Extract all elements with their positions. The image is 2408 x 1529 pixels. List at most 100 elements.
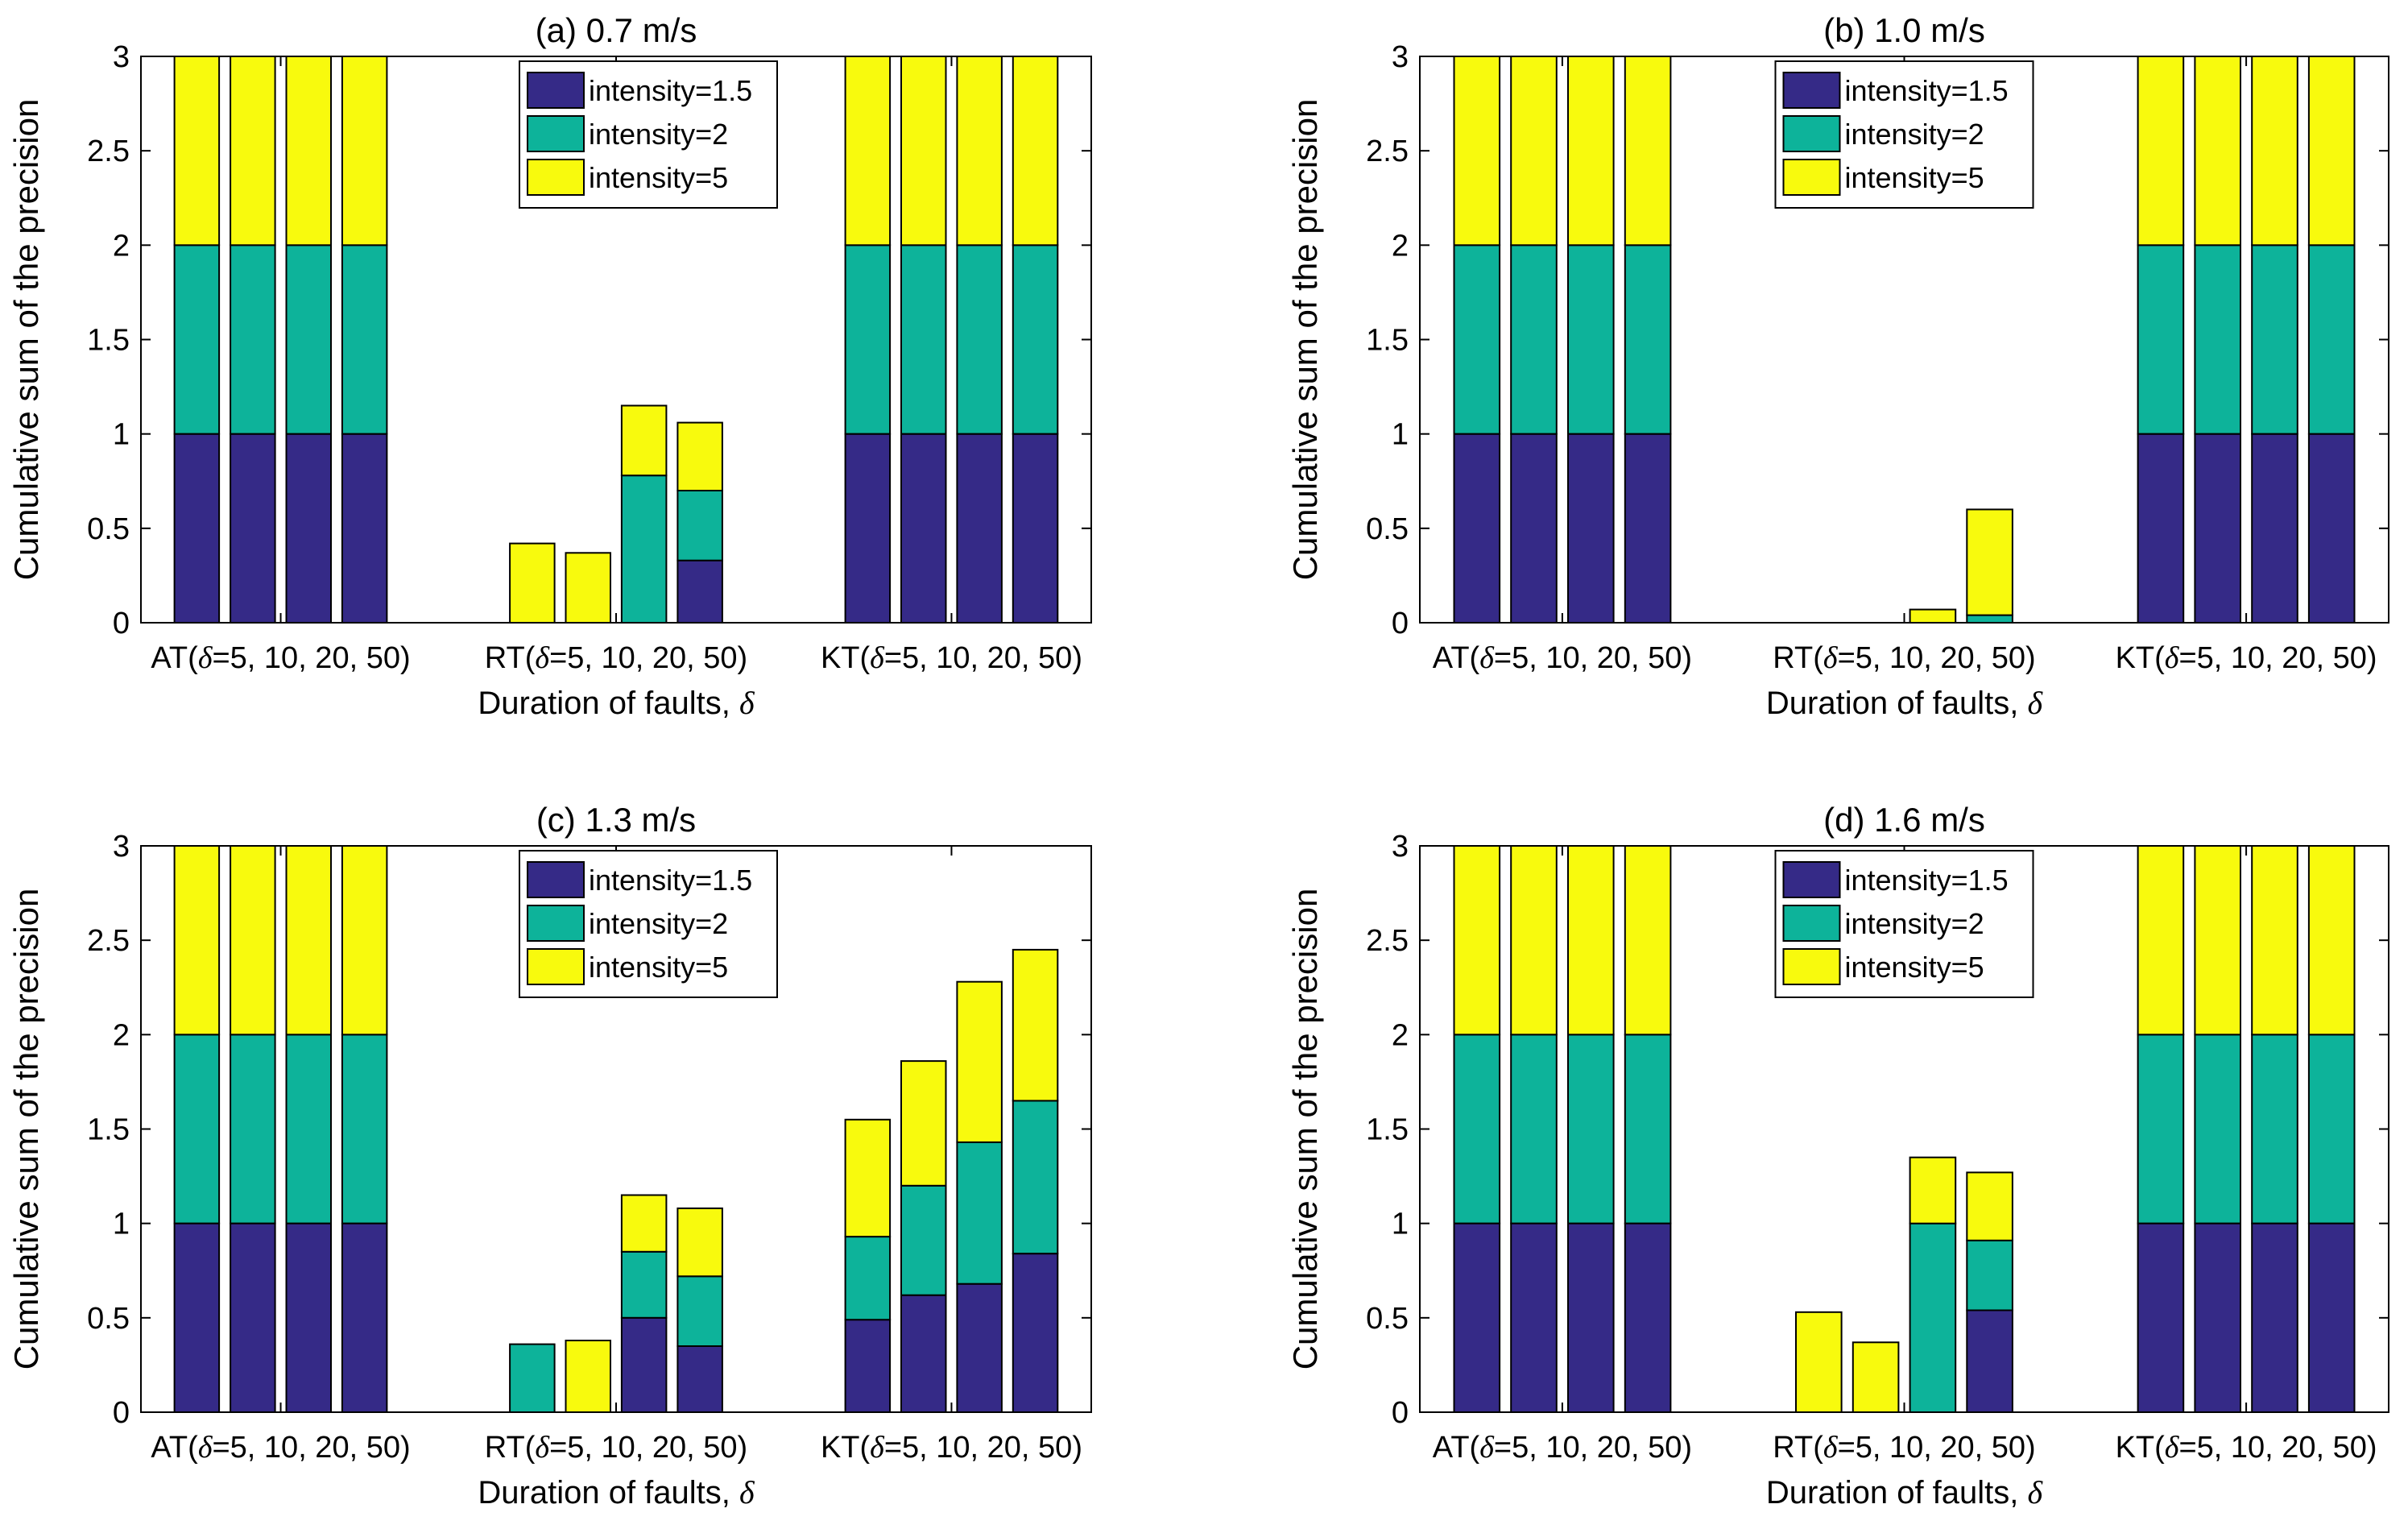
y-tick-label: 1.5 bbox=[87, 324, 130, 358]
bar-4-13-series1 bbox=[2137, 1222, 2185, 1413]
bar-4-3-series3 bbox=[1567, 845, 1615, 1036]
bar-4-14-series3 bbox=[2194, 845, 2241, 1036]
bar-1-10-series1 bbox=[676, 559, 723, 624]
bar-2-4-series3 bbox=[1624, 56, 1672, 247]
bar-3-9-series2 bbox=[620, 1250, 668, 1319]
y-axis-label: Cumulative sum of the precision bbox=[1286, 889, 1324, 1370]
bar-4-13-series2 bbox=[2137, 1034, 2185, 1224]
bar-1-13-series3 bbox=[844, 56, 892, 247]
bar-4-2-series3 bbox=[1510, 845, 1558, 1036]
bar-2-15-series2 bbox=[2251, 244, 2298, 435]
x-group-label-suffix: =5, 10, 20, 50) bbox=[212, 1431, 410, 1465]
bar-4-14-series1 bbox=[2194, 1222, 2241, 1413]
legend-swatch-2 bbox=[527, 115, 585, 152]
y-axis-label: Cumulative sum of the precision bbox=[7, 99, 45, 581]
bar-1-16-series1 bbox=[1012, 433, 1059, 624]
y-tick-label: 1.5 bbox=[87, 1113, 130, 1147]
bar-2-13-series3 bbox=[2137, 56, 2185, 247]
bar-4-15-series1 bbox=[2251, 1222, 2298, 1413]
x-axis-label: Duration of faults, δ bbox=[1766, 685, 2044, 721]
bar-2-1-series2 bbox=[1453, 244, 1501, 435]
bar-1-9-series3 bbox=[620, 404, 668, 477]
x-group-label: KT(δ=5, 10, 20, 50) bbox=[821, 1431, 1082, 1465]
x-group-label-suffix: =5, 10, 20, 50) bbox=[549, 641, 747, 675]
bar-4-2-series1 bbox=[1510, 1222, 1558, 1413]
bar-3-9-series1 bbox=[620, 1316, 668, 1414]
x-group-label-suffix: =5, 10, 20, 50) bbox=[2178, 641, 2377, 675]
bar-3-4-series2 bbox=[341, 1034, 388, 1224]
x-group-label-prefix: KT( bbox=[2116, 641, 2166, 675]
bar-2-10-series2 bbox=[1966, 614, 2013, 624]
chart-title: (c) 1.3 m/s bbox=[536, 801, 696, 839]
bar-3-16-series2 bbox=[1012, 1100, 1059, 1255]
bar-1-2-series1 bbox=[230, 433, 276, 624]
bar-3-14-series3 bbox=[900, 1060, 947, 1187]
bar-3-15-series1 bbox=[956, 1282, 1003, 1413]
bar-1-1-series1 bbox=[173, 433, 221, 624]
y-tick-label: 2 bbox=[113, 229, 130, 263]
bar-1-10-series3 bbox=[676, 421, 723, 491]
legend-label-3: intensity=5 bbox=[589, 951, 728, 984]
bar-4-9-series3 bbox=[1909, 1156, 1957, 1224]
y-axis-label: Cumulative sum of the precision bbox=[7, 889, 45, 1370]
bar-3-1-series1 bbox=[173, 1222, 221, 1413]
bar-2-2-series3 bbox=[1510, 56, 1558, 247]
bar-1-15-series2 bbox=[956, 244, 1003, 435]
bar-2-15-series3 bbox=[2251, 56, 2298, 247]
bar-2-15-series1 bbox=[2251, 433, 2298, 624]
x-axis-label-symbol: δ bbox=[2028, 685, 2044, 721]
bar-3-15-series3 bbox=[956, 980, 1003, 1143]
bar-1-1-series2 bbox=[173, 244, 221, 435]
bar-1-16-series3 bbox=[1012, 56, 1059, 247]
legend-swatch-3 bbox=[1782, 948, 1841, 985]
legend-swatch-1 bbox=[1782, 72, 1841, 109]
x-group-label-symbol: δ bbox=[1479, 1431, 1495, 1465]
x-group-label-symbol: δ bbox=[1823, 641, 1839, 675]
bar-4-4-series1 bbox=[1624, 1222, 1672, 1413]
bar-1-13-series1 bbox=[844, 433, 892, 624]
bar-2-16-series2 bbox=[2307, 244, 2356, 435]
bar-4-2-series2 bbox=[1510, 1034, 1558, 1224]
x-group-label-prefix: AT( bbox=[1433, 641, 1480, 675]
bar-1-8-series3 bbox=[565, 552, 611, 624]
x-group-label-suffix: =5, 10, 20, 50) bbox=[549, 1431, 747, 1465]
bar-4-3-series1 bbox=[1567, 1222, 1615, 1413]
bar-1-14-series1 bbox=[900, 433, 947, 624]
y-axis-label: Cumulative sum of the precision bbox=[1286, 99, 1324, 581]
bar-3-3-series2 bbox=[285, 1034, 332, 1224]
y-tick-label: 1 bbox=[1392, 1208, 1409, 1241]
bar-4-10-series3 bbox=[1966, 1171, 2013, 1241]
y-tick-label: 2 bbox=[1392, 229, 1409, 263]
bar-4-10-series1 bbox=[1966, 1309, 2013, 1413]
legend-swatch-1 bbox=[1782, 861, 1841, 898]
x-group-label: RT(δ=5, 10, 20, 50) bbox=[1773, 641, 2035, 675]
bar-4-13-series3 bbox=[2137, 845, 2185, 1036]
legend-swatch-2 bbox=[527, 905, 585, 942]
y-tick-label: 1.5 bbox=[1366, 324, 1409, 358]
x-group-label: KT(δ=5, 10, 20, 50) bbox=[2116, 641, 2377, 675]
bar-1-10-series2 bbox=[676, 490, 723, 561]
bar-4-16-series1 bbox=[2307, 1222, 2356, 1413]
y-tick-label: 2.5 bbox=[87, 924, 130, 958]
bar-3-3-series3 bbox=[285, 845, 332, 1036]
bar-4-1-series3 bbox=[1453, 845, 1501, 1036]
y-tick-label: 1 bbox=[113, 1208, 130, 1241]
bar-4-1-series1 bbox=[1453, 1222, 1501, 1413]
bar-1-14-series2 bbox=[900, 244, 947, 435]
x-group-label-symbol: δ bbox=[535, 1431, 550, 1465]
x-group-label-suffix: =5, 10, 20, 50) bbox=[884, 1431, 1082, 1465]
bar-4-7-series3 bbox=[1795, 1311, 1843, 1414]
legend-label-1: intensity=1.5 bbox=[589, 74, 752, 107]
x-group-label-suffix: =5, 10, 20, 50) bbox=[212, 641, 410, 675]
bar-4-4-series3 bbox=[1624, 845, 1672, 1036]
x-group-label-symbol: δ bbox=[535, 641, 550, 675]
legend: intensity=1.5 intensity=2 intensity=5 bbox=[519, 850, 778, 998]
x-group-label-prefix: KT( bbox=[2116, 1431, 2166, 1465]
legend-swatch-1 bbox=[527, 72, 585, 109]
x-group-label-prefix: AT( bbox=[151, 1431, 198, 1465]
x-axis-label-prefix: Duration of faults, bbox=[1766, 1475, 2028, 1510]
bar-1-2-series2 bbox=[230, 244, 276, 435]
y-tick-label: 1 bbox=[1392, 418, 1409, 452]
x-group-label: KT(δ=5, 10, 20, 50) bbox=[821, 641, 1082, 675]
